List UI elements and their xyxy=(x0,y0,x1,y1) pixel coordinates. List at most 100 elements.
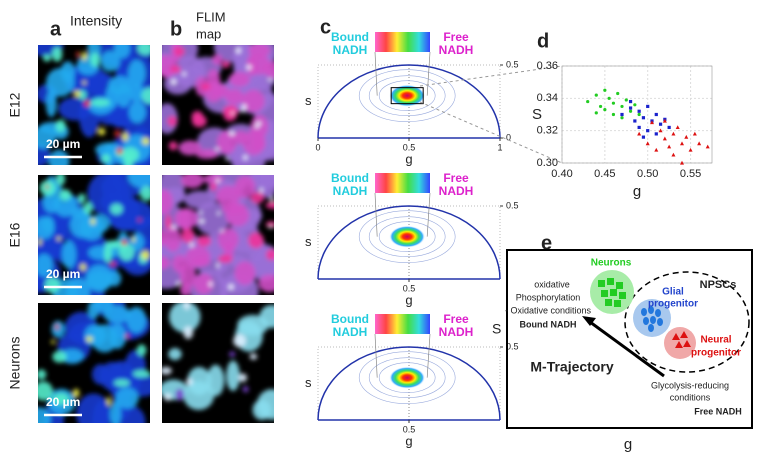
image-blob xyxy=(211,84,229,98)
image-blob xyxy=(216,130,237,155)
image-blob xyxy=(59,189,72,201)
image-blob xyxy=(247,54,271,75)
scale-bar-label: 20 µm xyxy=(46,395,80,409)
point xyxy=(662,136,667,141)
image-blob xyxy=(55,119,66,133)
image-blob xyxy=(125,334,129,339)
image-blob xyxy=(106,396,112,406)
point xyxy=(658,122,663,126)
image-blob xyxy=(83,202,93,215)
image-blob xyxy=(56,236,61,241)
image-blob xyxy=(114,45,131,59)
contour xyxy=(368,216,446,257)
colorbar xyxy=(375,314,430,334)
image-blob xyxy=(195,149,219,159)
point xyxy=(688,147,693,152)
image-blob xyxy=(85,264,113,292)
x-tick-label: 0.45 xyxy=(594,168,615,180)
image-blob xyxy=(78,193,86,204)
free-label: NADH xyxy=(439,43,474,57)
image-blob xyxy=(215,178,221,183)
image-blob xyxy=(142,137,150,145)
x-tick-label: 0.5 xyxy=(403,142,416,152)
image-blob xyxy=(56,175,66,186)
panel-title: map xyxy=(196,26,221,41)
point xyxy=(671,152,676,157)
oxidative-text: Phosphorylation xyxy=(516,292,581,302)
image-blob xyxy=(249,353,258,360)
point xyxy=(697,141,702,146)
neural-icons xyxy=(672,331,691,348)
point xyxy=(641,116,646,120)
point xyxy=(628,106,633,110)
image-blob xyxy=(118,243,135,261)
image-blob xyxy=(115,387,139,409)
zoom-box xyxy=(390,87,424,105)
x-tick-label: 0.50 xyxy=(637,168,658,180)
image-blob xyxy=(259,187,264,194)
x-tick-label: 1 xyxy=(497,142,502,152)
bound-label: NADH xyxy=(333,43,368,57)
image-blob xyxy=(265,201,274,209)
contour xyxy=(358,69,456,122)
image-blob xyxy=(228,130,235,136)
row-label: E16 xyxy=(7,222,23,247)
glycolysis-text: conditions xyxy=(670,392,711,402)
arrow-head xyxy=(582,316,596,326)
image-blob xyxy=(193,273,214,295)
neuron-icons xyxy=(598,278,626,307)
image-blob xyxy=(38,369,47,380)
y-axis-label: S xyxy=(532,106,542,123)
image-blob xyxy=(210,183,217,191)
point xyxy=(667,125,671,130)
free-label: NADH xyxy=(439,325,474,339)
free-label: Free xyxy=(443,30,469,44)
point xyxy=(658,128,663,133)
y-tick-label: 0.36 xyxy=(537,60,558,72)
plot-frame xyxy=(561,65,713,164)
image-blob xyxy=(234,261,256,285)
scale-bar-label: 20 µm xyxy=(46,267,80,281)
projection xyxy=(426,333,431,378)
panel-label: b xyxy=(170,18,182,40)
image-blob xyxy=(103,305,131,324)
point xyxy=(637,125,641,130)
image-blob xyxy=(252,133,266,152)
image-blob xyxy=(128,101,146,124)
image-blob xyxy=(208,281,213,287)
image-blob xyxy=(100,50,121,72)
point xyxy=(680,141,684,146)
image-blob xyxy=(242,89,265,113)
x-tick-label: 0.5 xyxy=(403,424,416,434)
point xyxy=(637,131,642,136)
image-blob xyxy=(86,336,93,342)
image-blob xyxy=(200,83,211,91)
universal-circle xyxy=(317,205,501,280)
image-blob xyxy=(162,189,173,215)
projection xyxy=(374,192,378,237)
image-blob xyxy=(45,68,75,97)
image-blob xyxy=(219,229,225,232)
image-blob xyxy=(185,246,211,268)
image-blob xyxy=(51,339,55,345)
image-blob xyxy=(238,373,248,383)
colorbar xyxy=(375,173,430,193)
point xyxy=(620,112,624,117)
bound-label: Bound xyxy=(331,312,369,326)
point xyxy=(662,118,667,123)
contour xyxy=(378,362,436,393)
image-blob xyxy=(242,385,249,393)
oxidative-text: - Oxidative conditions xyxy=(505,305,592,315)
image-blob xyxy=(175,388,185,401)
point xyxy=(654,132,658,136)
free-label: Free xyxy=(443,312,469,326)
image-blob xyxy=(82,80,87,85)
image-blob xyxy=(186,378,193,386)
image-blob xyxy=(90,218,96,225)
image-blob xyxy=(126,306,147,334)
point xyxy=(637,112,641,117)
neural-label: progenitor xyxy=(691,348,741,359)
point xyxy=(594,93,598,97)
point xyxy=(667,144,672,149)
image-blob xyxy=(216,262,220,269)
